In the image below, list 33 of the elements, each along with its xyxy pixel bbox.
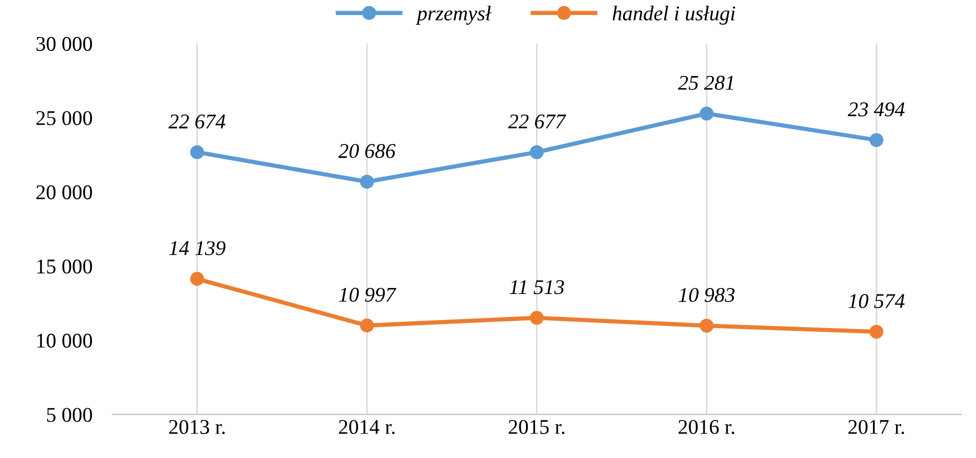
point <box>530 310 544 325</box>
y-tick-label: 10 000 <box>37 334 92 348</box>
point <box>190 145 204 160</box>
data-label: 23 494 <box>848 102 905 116</box>
point <box>700 106 714 120</box>
data-label: 10 574 <box>848 294 905 308</box>
y-tick-label: 25 000 <box>36 111 92 126</box>
data-label: 22 674 <box>168 114 226 129</box>
y-tick-label: 20 000 <box>36 185 92 200</box>
data-label: 20 686 <box>338 144 396 158</box>
point <box>360 318 374 332</box>
x-tick-label: 2013 r. <box>169 420 225 434</box>
legend-label: przemysł <box>416 6 492 25</box>
y-tick-label: 5 000 <box>47 408 92 422</box>
x-tick-label: 2017 r. <box>848 420 904 434</box>
y-tick-label: 30 000 <box>36 36 92 51</box>
point <box>190 272 204 286</box>
x-tick-label: 2015 r. <box>508 420 564 434</box>
point <box>870 133 884 147</box>
x-tick-label: 2016 r. <box>678 420 734 434</box>
data-label: 22 677 <box>508 114 566 128</box>
data-label: 11 513 <box>510 280 564 294</box>
data-label: 14 139 <box>169 241 226 256</box>
data-label: 25 281 <box>678 76 734 90</box>
point <box>870 324 884 339</box>
legend-label: handel i usługi <box>612 6 736 25</box>
point <box>700 318 714 333</box>
x-tick-label: 2014 r. <box>338 420 395 434</box>
point <box>530 145 544 160</box>
point <box>360 174 374 189</box>
data-label: 10 997 <box>339 288 396 302</box>
y-tick-label: 15 000 <box>37 259 92 274</box>
data-label: 10 983 <box>678 288 735 302</box>
